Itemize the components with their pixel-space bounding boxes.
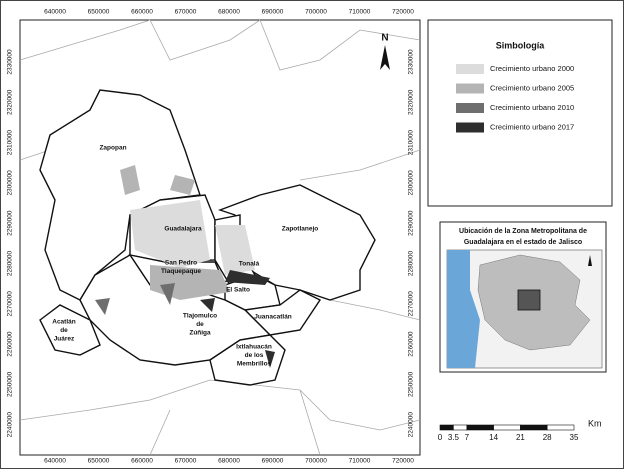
x-coord-bottom: 640000 xyxy=(44,458,66,465)
place-label: Ixtlahuacán xyxy=(236,344,272,351)
place-label: Tonalá xyxy=(239,261,260,268)
scale-label: 3.5 xyxy=(448,433,460,442)
place-label: de xyxy=(196,321,204,328)
place-label: Zapopan xyxy=(99,145,126,152)
scale-label: 7 xyxy=(465,433,470,442)
legend-label: Crecimiento urbano 2017 xyxy=(490,122,574,131)
inset-north xyxy=(588,255,592,266)
scale-segment xyxy=(439,424,454,431)
urban-patches xyxy=(95,165,275,368)
x-coord-top: 690000 xyxy=(262,9,284,16)
legend-swatch xyxy=(456,64,484,74)
place-label: de xyxy=(60,327,68,334)
north-arrow xyxy=(380,45,390,70)
x-coord-top: 660000 xyxy=(131,9,153,16)
x-coord-bottom: 670000 xyxy=(175,458,197,465)
y-coord-left: 2240000 xyxy=(7,412,14,438)
place-label: Juárez xyxy=(54,336,75,343)
legend-title: Simbología xyxy=(496,40,545,50)
y-coord-right: 2260000 xyxy=(408,331,415,357)
y-coord-right: 2320000 xyxy=(408,89,415,115)
scale-segment xyxy=(453,424,468,431)
place-label: Zúñiga xyxy=(189,330,211,337)
legend-label: Crecimiento urbano 2005 xyxy=(490,83,574,92)
scale-segment xyxy=(493,424,521,431)
state-borders xyxy=(19,19,421,456)
scale-unit: Km xyxy=(588,418,602,428)
x-coord-bottom: 660000 xyxy=(131,458,153,465)
x-coord-bottom: 690000 xyxy=(262,458,284,465)
x-coord-bottom: 700000 xyxy=(305,458,327,465)
y-coord-right: 2300000 xyxy=(408,170,415,196)
place-label: Guadalajara xyxy=(164,226,202,233)
north-label: N xyxy=(381,33,388,44)
y-coord-left: 2290000 xyxy=(7,210,14,236)
scale-label: 35 xyxy=(570,433,579,442)
x-coord-bottom: 720000 xyxy=(392,458,414,465)
place-label: El Salto xyxy=(226,287,250,294)
inset-ocean xyxy=(447,250,480,368)
y-coord-right: 2330000 xyxy=(408,49,415,75)
place-label: Tlajomulco xyxy=(183,313,217,320)
y-coord-right: 2280000 xyxy=(408,250,415,276)
x-coord-bottom: 680000 xyxy=(218,458,240,465)
place-label: San Pedro xyxy=(165,260,197,267)
place-label: Membrillos xyxy=(237,361,272,368)
inset-title: Ubicación de la Zona Metropolitana de xyxy=(459,228,587,235)
legend-label: Crecimiento urbano 2010 xyxy=(490,103,574,112)
place-label: Tlaquepaque xyxy=(161,268,201,275)
scale-label: 14 xyxy=(489,433,498,442)
inset-zmg xyxy=(517,289,541,311)
legend-swatch xyxy=(456,122,484,133)
y-coord-right: 2310000 xyxy=(408,130,415,156)
y-coord-left: 2320000 xyxy=(7,89,14,115)
scale-segment xyxy=(466,424,494,431)
scale-segment xyxy=(546,424,575,431)
y-coord-left: 2330000 xyxy=(7,49,14,75)
x-coord-top: 680000 xyxy=(218,9,240,16)
place-label: Zapotlanejo xyxy=(282,226,319,233)
y-coord-left: 2310000 xyxy=(7,130,14,156)
x-coord-top: 640000 xyxy=(44,9,66,16)
x-coord-top: 670000 xyxy=(175,9,197,16)
place-label: de los xyxy=(245,352,264,359)
x-coord-top: 650000 xyxy=(88,9,110,16)
scale-label: 28 xyxy=(543,433,552,442)
scale-label: 21 xyxy=(516,433,525,442)
y-coord-right: 2270000 xyxy=(408,291,415,317)
x-coord-bottom: 710000 xyxy=(349,458,371,465)
x-coord-top: 720000 xyxy=(392,9,414,16)
y-coord-left: 2280000 xyxy=(7,250,14,276)
y-coord-left: 2300000 xyxy=(7,170,14,196)
y-coord-right: 2290000 xyxy=(408,210,415,236)
y-coord-left: 2260000 xyxy=(7,331,14,357)
y-coord-left: 2270000 xyxy=(7,291,14,317)
legend-swatch xyxy=(456,103,484,113)
legend-label: Crecimiento urbano 2000 xyxy=(490,64,574,73)
legend-swatch xyxy=(456,83,484,94)
place-label: Juanacatlán xyxy=(254,314,292,321)
x-coord-bottom: 650000 xyxy=(88,458,110,465)
scale-label: 0 xyxy=(438,433,443,442)
x-coord-top: 710000 xyxy=(349,9,371,16)
place-label: Acatlán xyxy=(52,319,76,326)
inset-title: Guadalajara en el estado de Jalisco xyxy=(464,239,582,246)
y-coord-left: 2250000 xyxy=(7,371,14,397)
x-coord-top: 700000 xyxy=(305,9,327,16)
y-coord-right: 2240000 xyxy=(408,412,415,438)
scale-segment xyxy=(520,424,548,431)
y-coord-right: 2250000 xyxy=(408,371,415,397)
